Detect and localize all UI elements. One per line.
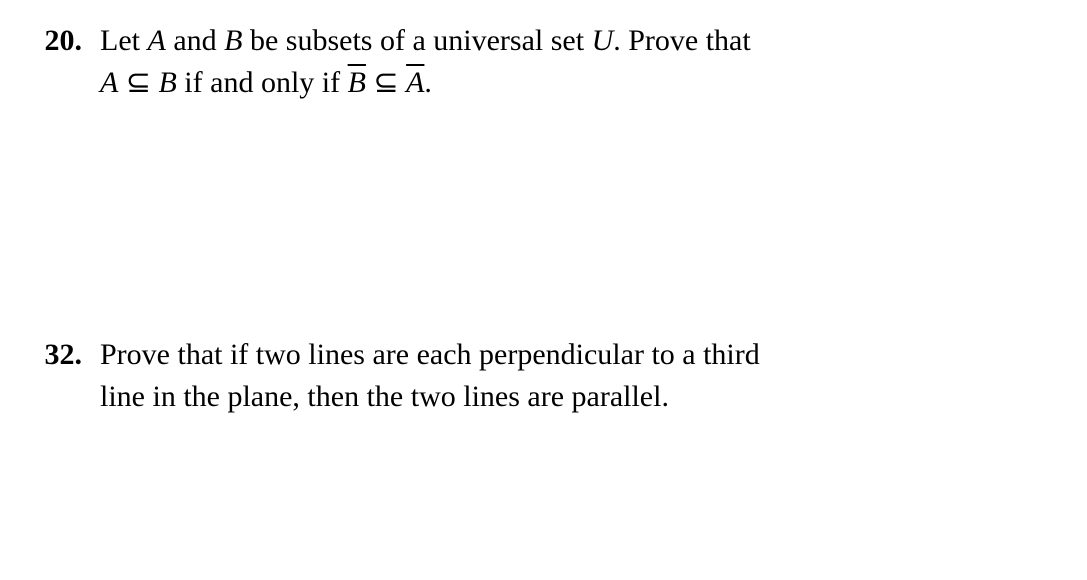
set-B: B: [224, 24, 242, 57]
text-part: be subsets of a universal set: [242, 24, 591, 57]
problem-20: 20. Let A and B be subsets of a universa…: [25, 20, 1037, 104]
subset-symbol: ⊆: [118, 66, 158, 99]
subset-symbol: ⊆: [366, 66, 406, 99]
text-part: Let: [100, 24, 147, 57]
problem-number-32: 32.: [25, 334, 100, 376]
set-A-complement: A: [406, 66, 424, 99]
text-part: and: [166, 24, 224, 57]
set-A: A: [100, 66, 118, 99]
text-part: .: [424, 66, 432, 99]
set-U: U: [592, 24, 614, 57]
text-line: Prove that if two lines are each perpend…: [100, 334, 1037, 376]
problem-32: 32. Prove that if two lines are each per…: [25, 334, 1037, 418]
set-A: A: [147, 24, 165, 57]
text-part: . Prove that: [613, 24, 750, 57]
problem-text-20: Let A and B be subsets of a universal se…: [100, 20, 1037, 104]
problem-number-20: 20.: [25, 20, 100, 62]
text-part: if and only if: [177, 66, 348, 99]
set-B-complement: B: [348, 66, 366, 99]
problem-text-32: Prove that if two lines are each perpend…: [100, 334, 1037, 418]
set-B: B: [158, 66, 176, 99]
text-line: line in the plane, then the two lines ar…: [100, 376, 1037, 418]
